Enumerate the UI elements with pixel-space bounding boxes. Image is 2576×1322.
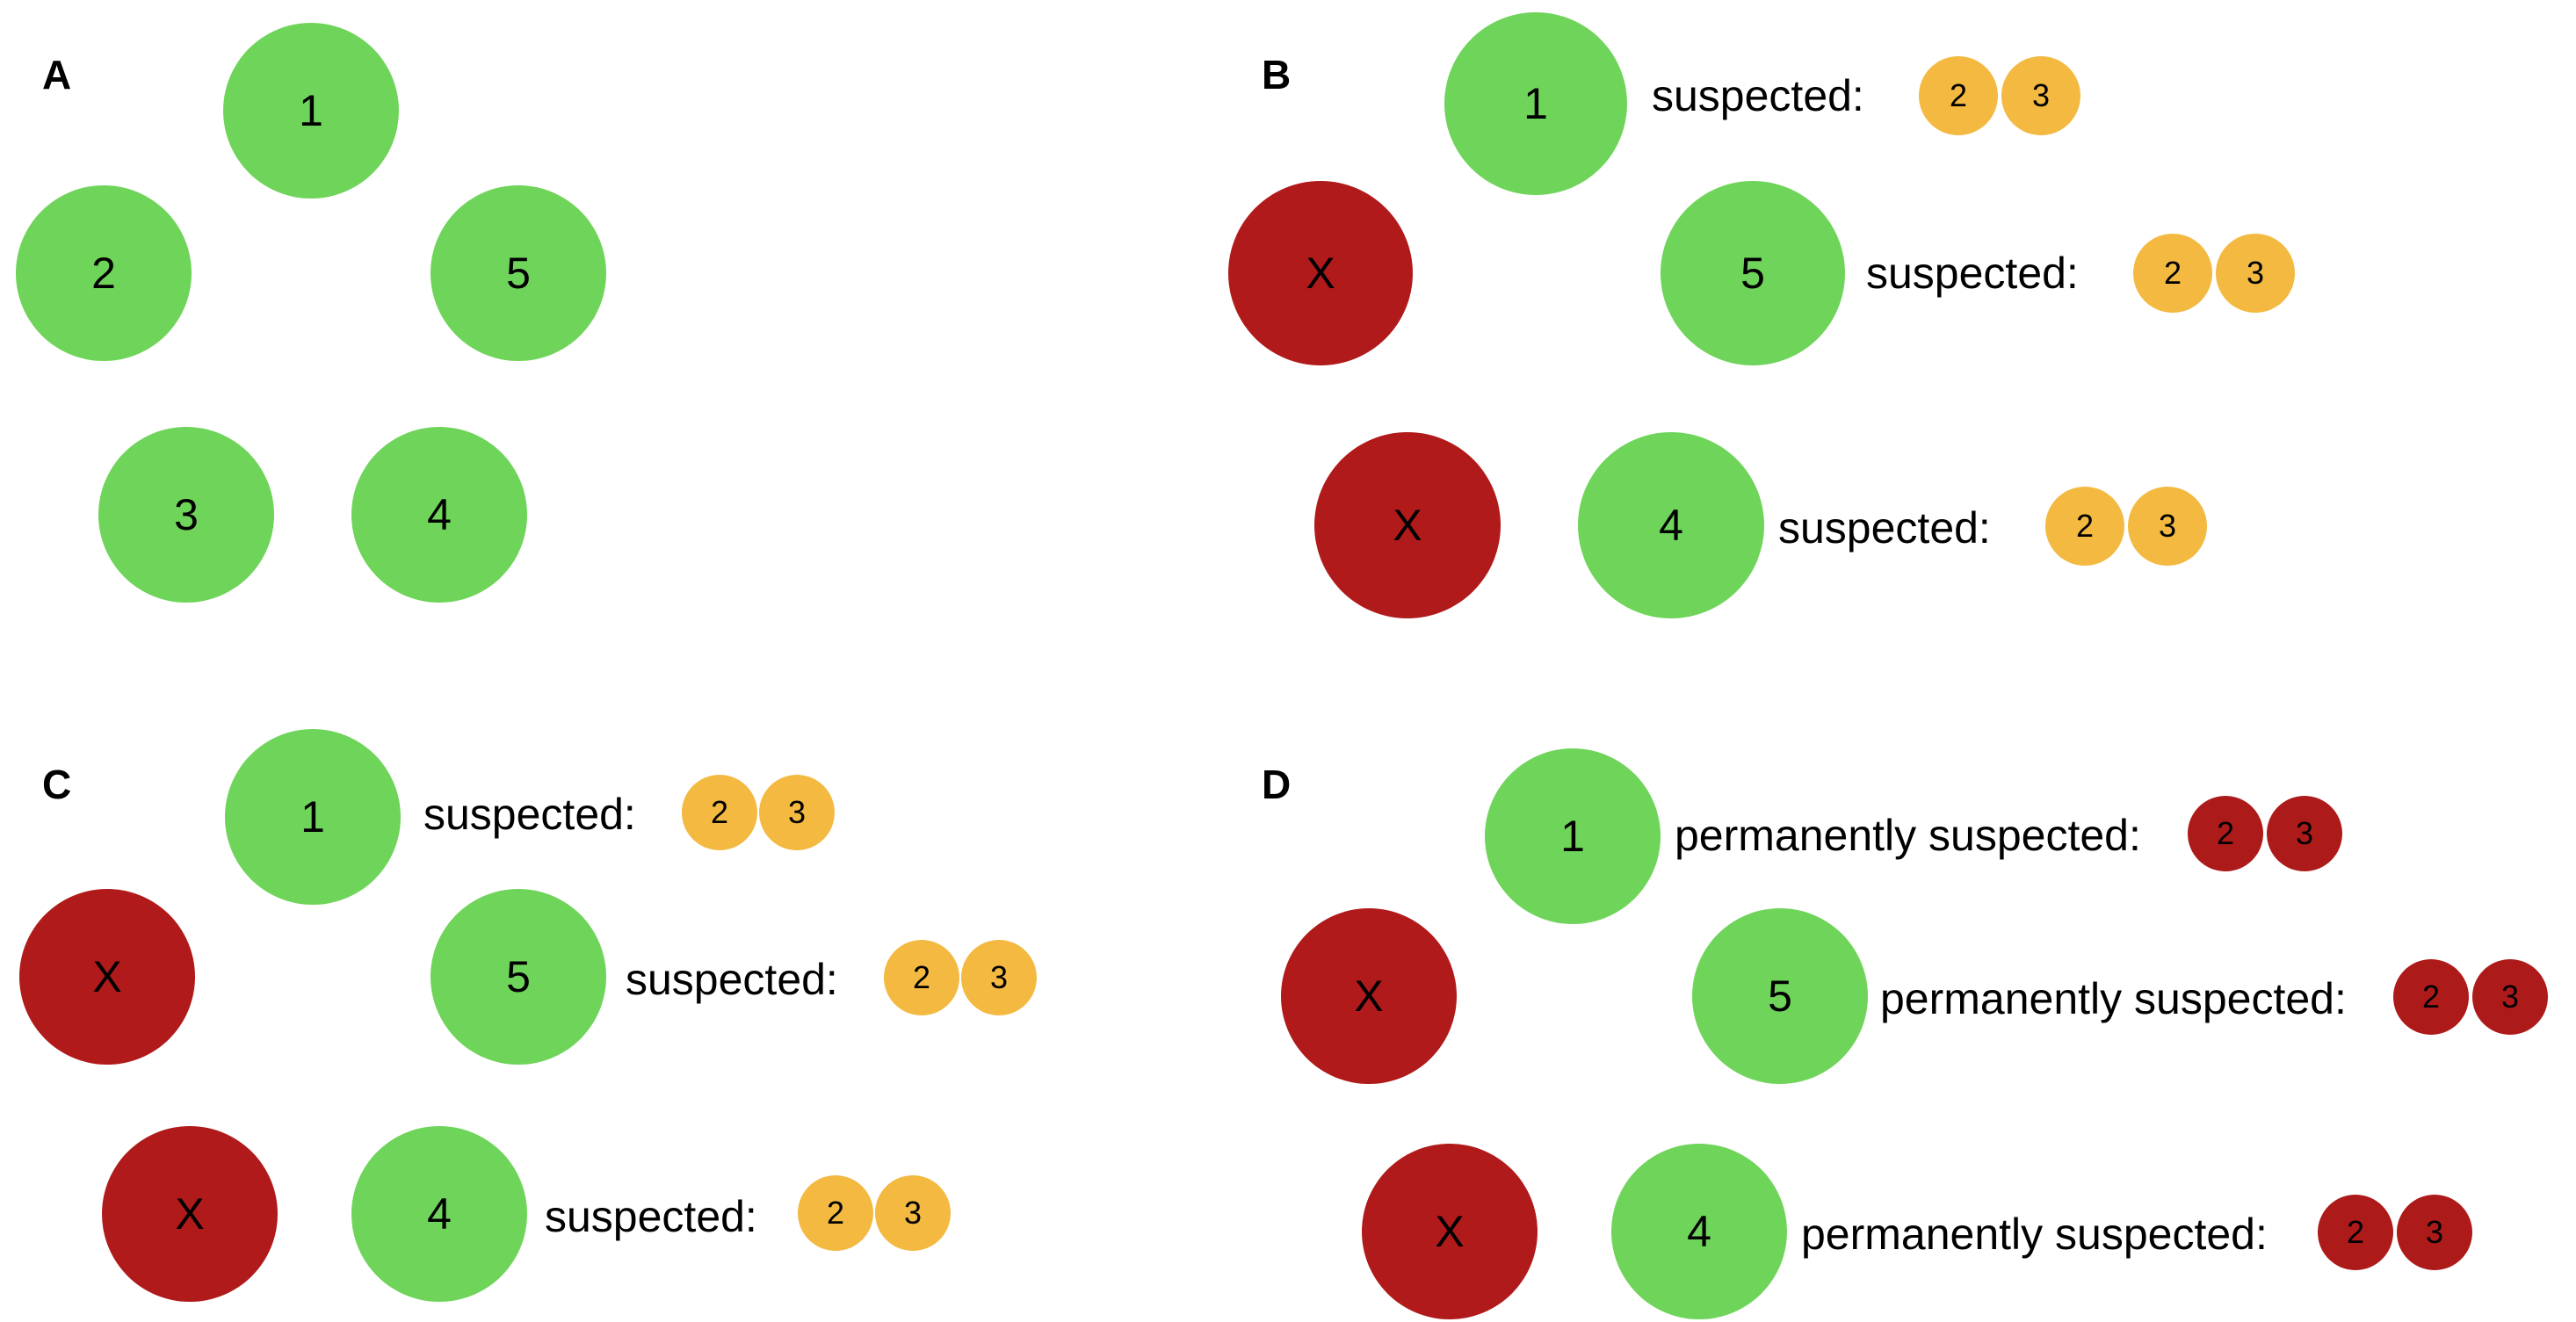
node-5: 5: [431, 889, 606, 1065]
permanently-suspected-node-3: 3: [2472, 959, 2548, 1035]
status-text: permanently suspected:: [1801, 1210, 2268, 1259]
node-2: 2: [16, 185, 192, 361]
node-3: 3: [98, 427, 274, 603]
status-text: suspected:: [626, 955, 838, 1004]
node-4: 4: [1611, 1144, 1787, 1319]
node-1: 1: [1444, 12, 1627, 195]
node-1: 1: [1485, 748, 1661, 924]
status-text: suspected:: [545, 1192, 757, 1241]
suspected-node-3: 3: [875, 1175, 951, 1251]
failed-node: X: [1314, 432, 1501, 618]
node-5: 5: [1692, 908, 1868, 1084]
status-text: suspected:: [1652, 71, 1864, 120]
failed-node: X: [1362, 1144, 1538, 1319]
suspected-node-3: 3: [759, 775, 835, 850]
suspected-node-3: 3: [2128, 487, 2207, 566]
suspected-node-3: 3: [961, 940, 1037, 1015]
failed-node: X: [1228, 181, 1413, 365]
status-text: suspected:: [1866, 249, 2079, 298]
status-text: permanently suspected:: [1880, 974, 2347, 1023]
node-1: 1: [225, 729, 401, 905]
suspected-node-2: 2: [884, 940, 959, 1015]
failed-node: X: [1281, 908, 1457, 1084]
suspected-node-3: 3: [2001, 56, 2080, 135]
panel-label: A: [42, 52, 72, 98]
permanently-suspected-node-3: 3: [2267, 796, 2342, 871]
status-text: suspected:: [423, 790, 636, 839]
failed-node: X: [102, 1126, 278, 1302]
suspected-node-2: 2: [1919, 56, 1998, 135]
permanently-suspected-node-2: 2: [2393, 959, 2469, 1035]
panel-label: C: [42, 762, 72, 807]
suspected-node-2: 2: [2045, 487, 2124, 566]
status-text: permanently suspected:: [1675, 811, 2141, 860]
node-4: 4: [1578, 432, 1764, 618]
permanently-suspected-node-2: 2: [2188, 796, 2263, 871]
suspected-node-2: 2: [2133, 234, 2212, 313]
panel-label: D: [1262, 762, 1292, 807]
node-1: 1: [223, 23, 399, 199]
suspected-node-2: 2: [798, 1175, 873, 1251]
suspected-node-3: 3: [2216, 234, 2295, 313]
suspected-node-2: 2: [682, 775, 757, 850]
failed-node: X: [19, 889, 195, 1065]
node-5: 5: [1661, 181, 1845, 365]
permanently-suspected-node-3: 3: [2397, 1195, 2472, 1270]
permanently-suspected-node-2: 2: [2318, 1195, 2393, 1270]
node-4: 4: [351, 1126, 527, 1302]
status-text: suspected:: [1778, 503, 1991, 553]
node-5: 5: [431, 185, 606, 361]
panel-label: B: [1262, 52, 1292, 98]
node-4: 4: [351, 427, 527, 603]
